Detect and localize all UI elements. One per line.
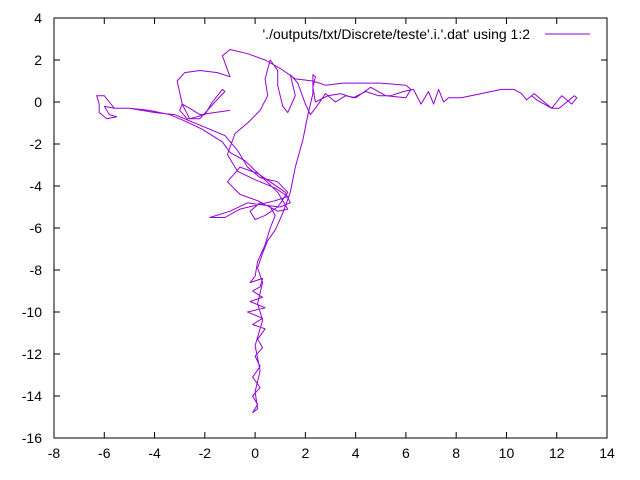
x-tick-label: 14 bbox=[599, 445, 615, 461]
x-tick-label: -2 bbox=[199, 445, 212, 461]
y-tick-label: -12 bbox=[22, 346, 42, 362]
x-tick-label: 10 bbox=[499, 445, 515, 461]
y-tick-label: 2 bbox=[34, 52, 42, 68]
y-tick-label: -2 bbox=[30, 136, 43, 152]
y-tick-label: -4 bbox=[30, 178, 43, 194]
y-tick-label: 4 bbox=[34, 10, 42, 26]
x-tick-label: -6 bbox=[98, 445, 111, 461]
legend: './outputs/txt/Discrete/teste'.i.'.dat' … bbox=[263, 26, 590, 42]
y-tick-label: -6 bbox=[30, 220, 43, 236]
y-tick-label: -14 bbox=[22, 388, 42, 404]
axes-layer: -8 -6 -4 -2 0 2 4 6 8 10 12 14 -16 -14 -12 -10 -8 -6 -4 -2 0… bbox=[22, 10, 615, 461]
x-tick-label: 0 bbox=[251, 445, 259, 461]
x-tick-label: 8 bbox=[452, 445, 460, 461]
x-tick-label: -8 bbox=[48, 445, 61, 461]
x-tick-label: -4 bbox=[148, 445, 161, 461]
y-tick-label: 0 bbox=[34, 94, 42, 110]
x-tick-label: 6 bbox=[402, 445, 410, 461]
legend-label: './outputs/txt/Discrete/teste'.i.'.dat' … bbox=[263, 26, 531, 42]
x-tick-label: 4 bbox=[352, 445, 360, 461]
x-tick-label: 12 bbox=[549, 445, 565, 461]
series-layer bbox=[96, 49, 578, 414]
x-tick-label: 2 bbox=[301, 445, 309, 461]
y-tick-label: -10 bbox=[22, 304, 42, 320]
series-line-0 bbox=[96, 49, 578, 414]
y-tick-label: -16 bbox=[22, 430, 42, 446]
y-tick-label: -8 bbox=[30, 262, 43, 278]
